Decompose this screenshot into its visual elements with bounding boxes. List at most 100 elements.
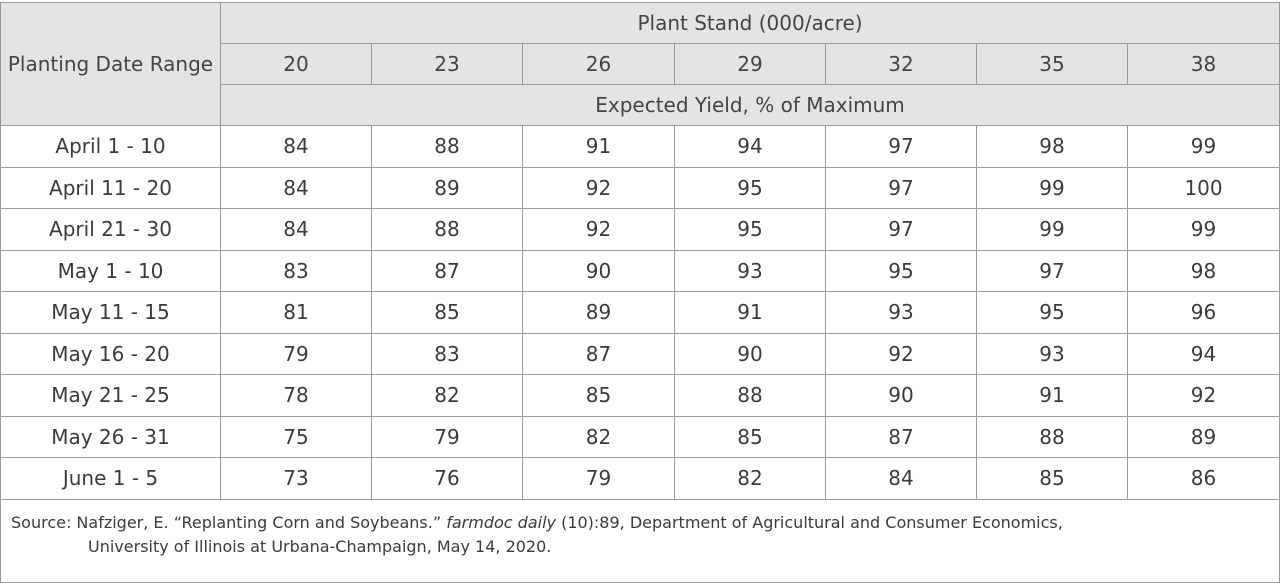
table-cell: 79 [371, 415, 523, 458]
row-label: May 1 - 10 [0, 249, 221, 292]
row-label: April 21 - 30 [0, 208, 221, 251]
table-cell: 93 [825, 291, 977, 334]
table-row: May 16 - 20 79 83 87 90 92 93 94 [0, 332, 1280, 375]
table-row: May 1 - 10 83 87 90 93 95 97 98 [0, 249, 1280, 292]
row-label: April 1 - 10 [0, 125, 221, 168]
table-row: April 1 - 10 84 88 91 94 97 98 99 [0, 125, 1280, 168]
table-cell: 99 [976, 208, 1128, 251]
table-cell: 92 [1126, 374, 1280, 417]
table-row: June 1 - 5 73 76 79 82 84 85 86 [0, 457, 1280, 500]
table-cell: 89 [522, 291, 675, 334]
table-cell: 86 [1126, 457, 1280, 500]
column-header-38: 38 [1126, 43, 1280, 85]
table-cell: 85 [674, 415, 826, 458]
table-cell: 93 [674, 249, 826, 292]
table-cell: 73 [220, 457, 372, 500]
column-header-35: 35 [976, 43, 1128, 85]
table-cell: 87 [371, 249, 523, 292]
table-cell: 84 [220, 208, 372, 251]
row-label: May 26 - 31 [0, 415, 221, 458]
table-cell: 89 [371, 166, 523, 209]
column-header-26: 26 [522, 43, 675, 85]
row-label: May 11 - 15 [0, 291, 221, 334]
table-cell: 87 [522, 332, 675, 375]
table-cell: 79 [522, 457, 675, 500]
row-label: May 16 - 20 [0, 332, 221, 375]
table-cell: 100 [1126, 166, 1280, 209]
column-header-29: 29 [674, 43, 826, 85]
table-cell: 95 [976, 291, 1128, 334]
table-cell: 96 [1126, 291, 1280, 334]
table-cell: 81 [220, 291, 372, 334]
table-cell: 88 [371, 125, 523, 168]
source-line-2: University of Illinois at Urbana-Champai… [88, 536, 552, 556]
table-cell: 76 [371, 457, 523, 500]
column-header-32: 32 [825, 43, 977, 85]
table-cell: 88 [976, 415, 1128, 458]
source-publication: farmdoc daily [446, 512, 556, 532]
table-cell: 92 [825, 332, 977, 375]
table-cell: 87 [825, 415, 977, 458]
row-label: April 11 - 20 [0, 166, 221, 209]
table-cell: 91 [522, 125, 675, 168]
table-cell: 84 [220, 125, 372, 168]
table-cell: 90 [825, 374, 977, 417]
table-cell: 93 [976, 332, 1128, 375]
table-cell: 98 [1126, 249, 1280, 292]
column-header-20: 20 [220, 43, 372, 85]
table-cell: 82 [674, 457, 826, 500]
corner-header: Planting Date Range [0, 2, 221, 126]
row-label: May 21 - 25 [0, 374, 221, 417]
table-cell: 79 [220, 332, 372, 375]
table-cell: 97 [825, 166, 977, 209]
table-cell: 91 [976, 374, 1128, 417]
table-cell: 90 [674, 332, 826, 375]
table-row: May 21 - 25 78 82 85 88 90 91 92 [0, 374, 1280, 417]
table-cell: 95 [825, 249, 977, 292]
table-cell: 84 [220, 166, 372, 209]
table-cell: 85 [371, 291, 523, 334]
table-cell: 84 [825, 457, 977, 500]
table-row: April 21 - 30 84 88 92 95 97 99 99 [0, 208, 1280, 251]
table-cell: 82 [371, 374, 523, 417]
source-prefix: Source: Nafziger, E. “Replanting Corn an… [11, 512, 447, 532]
table-cell: 90 [522, 249, 675, 292]
table-cell: 99 [1126, 125, 1280, 168]
row-label: June 1 - 5 [0, 457, 221, 500]
table-cell: 95 [674, 208, 826, 251]
table-cell: 88 [371, 208, 523, 251]
table-cell: 92 [522, 166, 675, 209]
source-note: Source: Nafziger, E. “Replanting Corn an… [0, 498, 1280, 583]
table-cell: 85 [522, 374, 675, 417]
table-cell: 98 [976, 125, 1128, 168]
table-cell: 94 [674, 125, 826, 168]
table-body: April 1 - 10 84 88 91 94 97 98 99 April 11 - 20 8… [0, 125, 1280, 500]
table-cell: 99 [976, 166, 1128, 209]
table-row: May 26 - 31 75 79 82 85 87 88 89 [0, 415, 1280, 458]
table-cell: 97 [825, 125, 977, 168]
table-row: May 11 - 15 81 85 89 91 93 95 96 [0, 291, 1280, 334]
yield-subheader: Expected Yield, % of Maximum [219, 84, 1280, 126]
plant-stand-header-row: 20 23 26 29 32 35 38 [1, 43, 1280, 85]
table-cell: 85 [976, 457, 1128, 500]
source-line-1: Source: Nafziger, E. “Replanting Corn an… [11, 511, 1269, 535]
table-cell: 83 [371, 332, 523, 375]
table-cell: 75 [220, 415, 372, 458]
table-cell: 83 [220, 249, 372, 292]
table-cell: 97 [825, 208, 977, 251]
table-cell: 95 [674, 166, 826, 209]
table-cell: 99 [1126, 208, 1280, 251]
table-cell: 82 [522, 415, 675, 458]
table-cell: 94 [1126, 332, 1280, 375]
table-cell: 78 [220, 374, 372, 417]
source-suffix: (10):89, Department of Agricultural and … [555, 512, 1063, 532]
table-cell: 92 [522, 208, 675, 251]
table-cell: 89 [1126, 415, 1280, 458]
table-cell: 88 [674, 374, 826, 417]
group-header: Plant Stand (000/acre) [219, 2, 1280, 44]
table-cell: 97 [976, 249, 1128, 292]
table-cell: 91 [674, 291, 826, 334]
column-header-23: 23 [371, 43, 523, 85]
